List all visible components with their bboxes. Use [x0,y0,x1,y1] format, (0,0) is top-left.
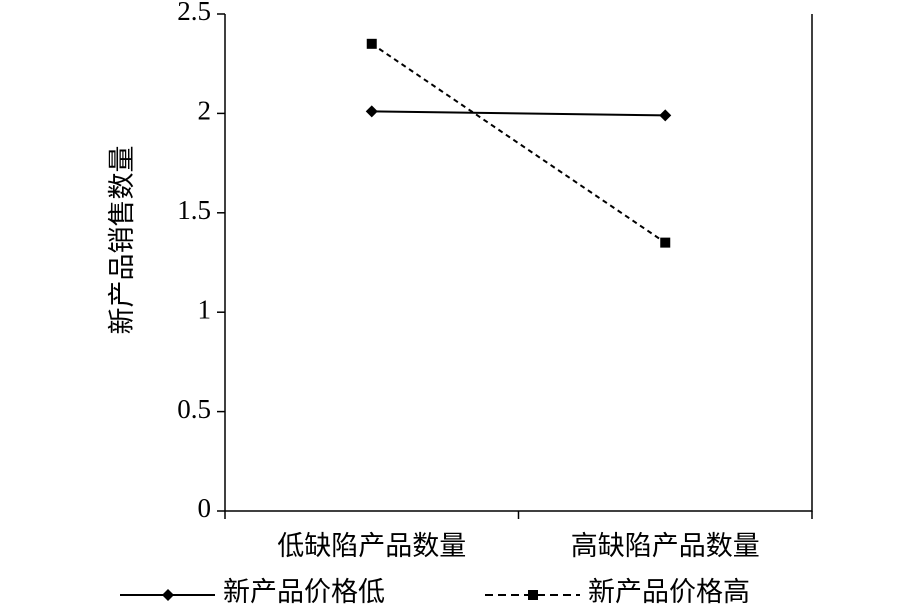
marker [659,109,672,122]
legend-label: 新产品价格低 [223,577,385,607]
marker [162,589,174,601]
y-tick-label: 0.5 [177,394,211,424]
y-tick-label: 1 [198,294,212,324]
legend-label: 新产品价格高 [588,577,750,607]
y-tick-label: 1.5 [177,195,211,225]
x-tick-label: 低缺陷产品数量 [277,531,466,561]
plot-frame [224,14,813,512]
marker [366,38,377,49]
y-axis-title: 新产品销售数量 [107,146,137,335]
y-tick-label: 2.5 [177,0,211,26]
marker [660,237,671,248]
marker [528,590,538,600]
line [371,42,666,244]
y-tick-label: 2 [198,96,212,126]
line [371,110,666,117]
marker [365,105,378,118]
y-tick-label: 0 [198,493,212,523]
x-tick-label: 高缺陷产品数量 [571,531,760,561]
